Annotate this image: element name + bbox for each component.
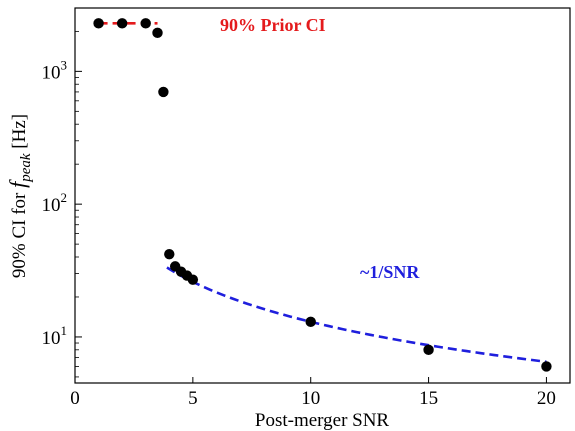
- x-tick-label: 20: [537, 388, 556, 409]
- chart-lines: [98, 22, 547, 364]
- y-axis-label: 90% CI for fpeak [Hz]: [5, 114, 34, 278]
- data-point: [305, 316, 316, 328]
- data-point: [158, 86, 169, 98]
- chart-points: [93, 18, 552, 372]
- data-point: [152, 27, 163, 39]
- data-point: [187, 274, 199, 285]
- y-tick-label: 102: [42, 190, 68, 216]
- axis-ticks: [74, 7, 547, 383]
- data-point: [164, 248, 175, 260]
- y-tick-label: 103: [42, 57, 68, 83]
- x-tick-label: 5: [188, 388, 198, 409]
- data-point: [93, 18, 104, 29]
- data-point: [140, 18, 151, 29]
- fit-label: ~1/SNR: [360, 262, 420, 282]
- x-tick-label: 10: [301, 388, 320, 409]
- data-point: [116, 18, 128, 29]
- plot-frame: [74, 7, 571, 384]
- fit-line: [166, 266, 547, 364]
- x-tick-label: 15: [419, 388, 438, 409]
- x-axis-label: Post-merger SNR: [255, 410, 390, 431]
- data-point: [541, 361, 552, 372]
- y-tick-label: 101: [42, 323, 68, 349]
- x-tick-label: 0: [70, 388, 80, 409]
- prior-ci-label: 90% Prior CI: [220, 15, 326, 35]
- axis-tick-labels: 0 5 10 15 20 101 102 103: [42, 57, 556, 409]
- data-point: [423, 344, 434, 356]
